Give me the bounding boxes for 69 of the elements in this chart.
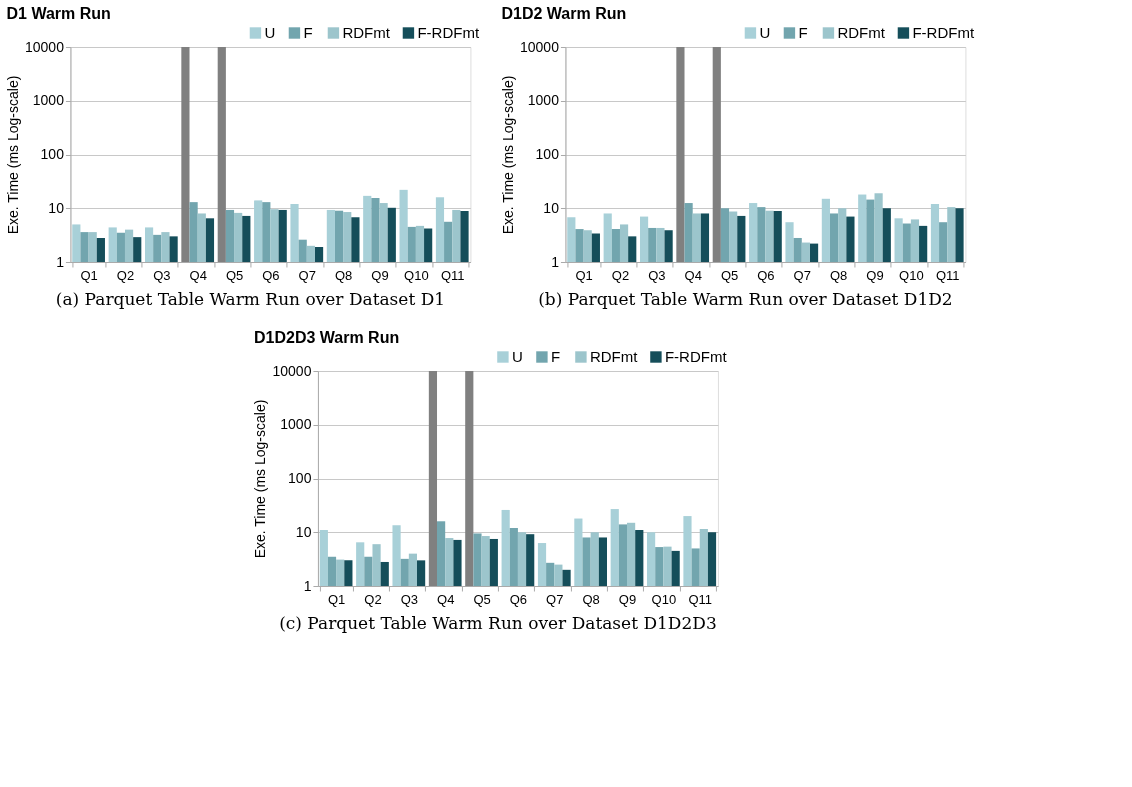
legend-label: U — [759, 24, 771, 41]
x-tick-label: Q5 — [225, 267, 244, 283]
x-tick-label: Q8 — [582, 591, 600, 607]
legend-label: F — [550, 348, 561, 365]
text: (c) Parquet Table Warm Run over Dataset D1D2D3 — [279, 613, 717, 633]
x-tick-label: Q10 — [404, 267, 429, 283]
y-tick-label: 1 — [56, 253, 65, 270]
y-tick-label: 100 — [40, 146, 65, 162]
y-tick-label: 10 — [48, 199, 65, 216]
x-tick-label: Q9 — [618, 591, 637, 607]
y-axis-title: Exe. Time (ms Log-scale) — [5, 75, 21, 235]
y-tick-label: 1000 — [280, 416, 312, 433]
x-tick-label: Q10 — [651, 591, 677, 607]
x-tick-label: Q5 — [720, 267, 739, 283]
x-tick-label: Q3 — [648, 267, 666, 283]
legend-label: U — [264, 24, 276, 41]
legend-label: F-RDFmt — [912, 24, 975, 41]
chart-title: D1D2 Warm Run — [501, 5, 627, 22]
x-tick-label: Q1 — [575, 267, 593, 283]
x-tick-label: Q9 — [866, 267, 884, 283]
y-tick-label: 10 — [295, 523, 312, 540]
x-tick-label: Q2 — [611, 267, 630, 283]
y-tick-label: 10 — [543, 199, 560, 216]
legend-label: RDFmt — [589, 348, 639, 365]
text: (a) Parquet Table Warm Run over Dataset D1 — [55, 289, 446, 309]
x-tick-label: Q1 — [80, 267, 98, 283]
x-tick-label: Q2 — [364, 591, 382, 607]
y-tick-label: 1000 — [32, 92, 65, 109]
x-tick-label: Q8 — [829, 267, 848, 283]
legend-label: F-RDFmt — [664, 348, 728, 365]
x-tick-label: Q3 — [153, 267, 171, 283]
legend-label: F — [798, 24, 808, 41]
chart-title: D1D2D3 Warm Run — [254, 329, 400, 346]
x-tick-label: Q5 — [473, 591, 491, 607]
x-tick-label: Q7 — [546, 591, 564, 607]
y-tick-label: 1000 — [527, 92, 560, 109]
y-tick-label: 1 — [303, 577, 312, 594]
x-tick-label: Q4 — [684, 267, 702, 283]
x-tick-label: Q11 — [688, 591, 713, 607]
x-tick-label: Q6 — [262, 267, 280, 283]
x-tick-label: Q11 — [935, 267, 960, 283]
y-axis-title: Exe. Time (ms Log-scale) — [252, 399, 269, 559]
x-tick-label: Q10 — [899, 267, 924, 283]
y-tick-label: 10000 — [24, 38, 65, 55]
y-tick-label: 10000 — [272, 362, 312, 379]
y-tick-label: 10000 — [519, 38, 560, 55]
chart-title: D1 Warm Run — [6, 5, 111, 22]
x-tick-label: Q1 — [327, 591, 346, 607]
x-tick-label: Q3 — [400, 591, 419, 607]
y-axis-title: Exe. Time (ms Log-scale) — [500, 75, 516, 235]
y-tick-label: 100 — [535, 146, 560, 162]
x-tick-label: Q11 — [440, 267, 465, 283]
y-tick-label: 1 — [551, 253, 560, 270]
x-tick-label: Q7 — [298, 267, 316, 283]
y-tick-label: 100 — [288, 470, 312, 486]
x-tick-label: Q8 — [334, 267, 353, 283]
legend-label: F — [303, 24, 313, 41]
legend-label: RDFmt — [342, 24, 391, 41]
legend-label: RDFmt — [837, 24, 886, 41]
x-tick-label: Q6 — [509, 591, 528, 607]
x-tick-label: Q4 — [189, 267, 207, 283]
x-tick-label: Q2 — [116, 267, 135, 283]
x-tick-label: Q6 — [757, 267, 775, 283]
x-tick-label: Q9 — [371, 267, 389, 283]
x-tick-label: Q7 — [793, 267, 811, 283]
x-tick-label: Q4 — [437, 591, 455, 607]
text: (b) Parquet Table Warm Run over Dataset D1D2 — [538, 289, 953, 309]
legend-label: U — [511, 348, 523, 365]
legend-label: F-RDFmt — [417, 24, 480, 41]
